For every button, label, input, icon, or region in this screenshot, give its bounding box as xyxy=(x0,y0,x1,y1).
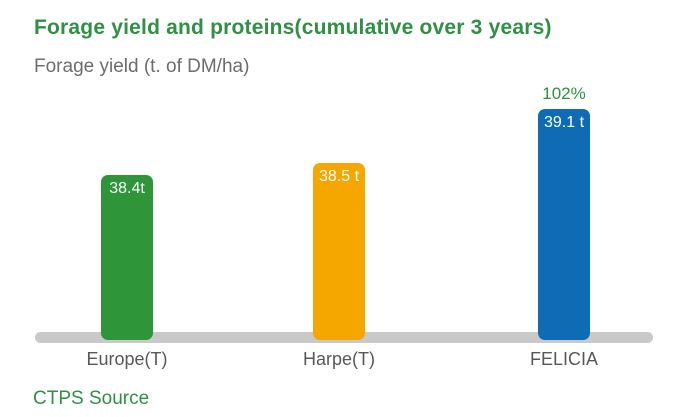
category-label-harpe: Harpe(T) xyxy=(302,349,375,369)
chart-title: Forage yield and proteins(cumulative ove… xyxy=(34,16,552,39)
felicia-percent-annotation: 102% xyxy=(542,84,586,103)
y-axis-unit-label: Forage yield (t. of DM/ha) xyxy=(34,56,250,77)
bar-value-label-harpe: 38.5 t xyxy=(318,168,360,185)
category-label-europe: Europe(T) xyxy=(86,349,168,369)
bar-felicia: 39.1 t xyxy=(538,109,590,340)
category-label-felicia: FELICIA xyxy=(529,349,599,369)
bar-europe: 38.4t xyxy=(101,175,153,340)
bar-value-label-felicia: 39.1 t xyxy=(543,114,585,131)
bar-value-label-europe: 38.4t xyxy=(109,180,145,197)
source-label: CTPS Source xyxy=(33,388,150,409)
bar-harpe: 38.5 t xyxy=(313,163,365,340)
